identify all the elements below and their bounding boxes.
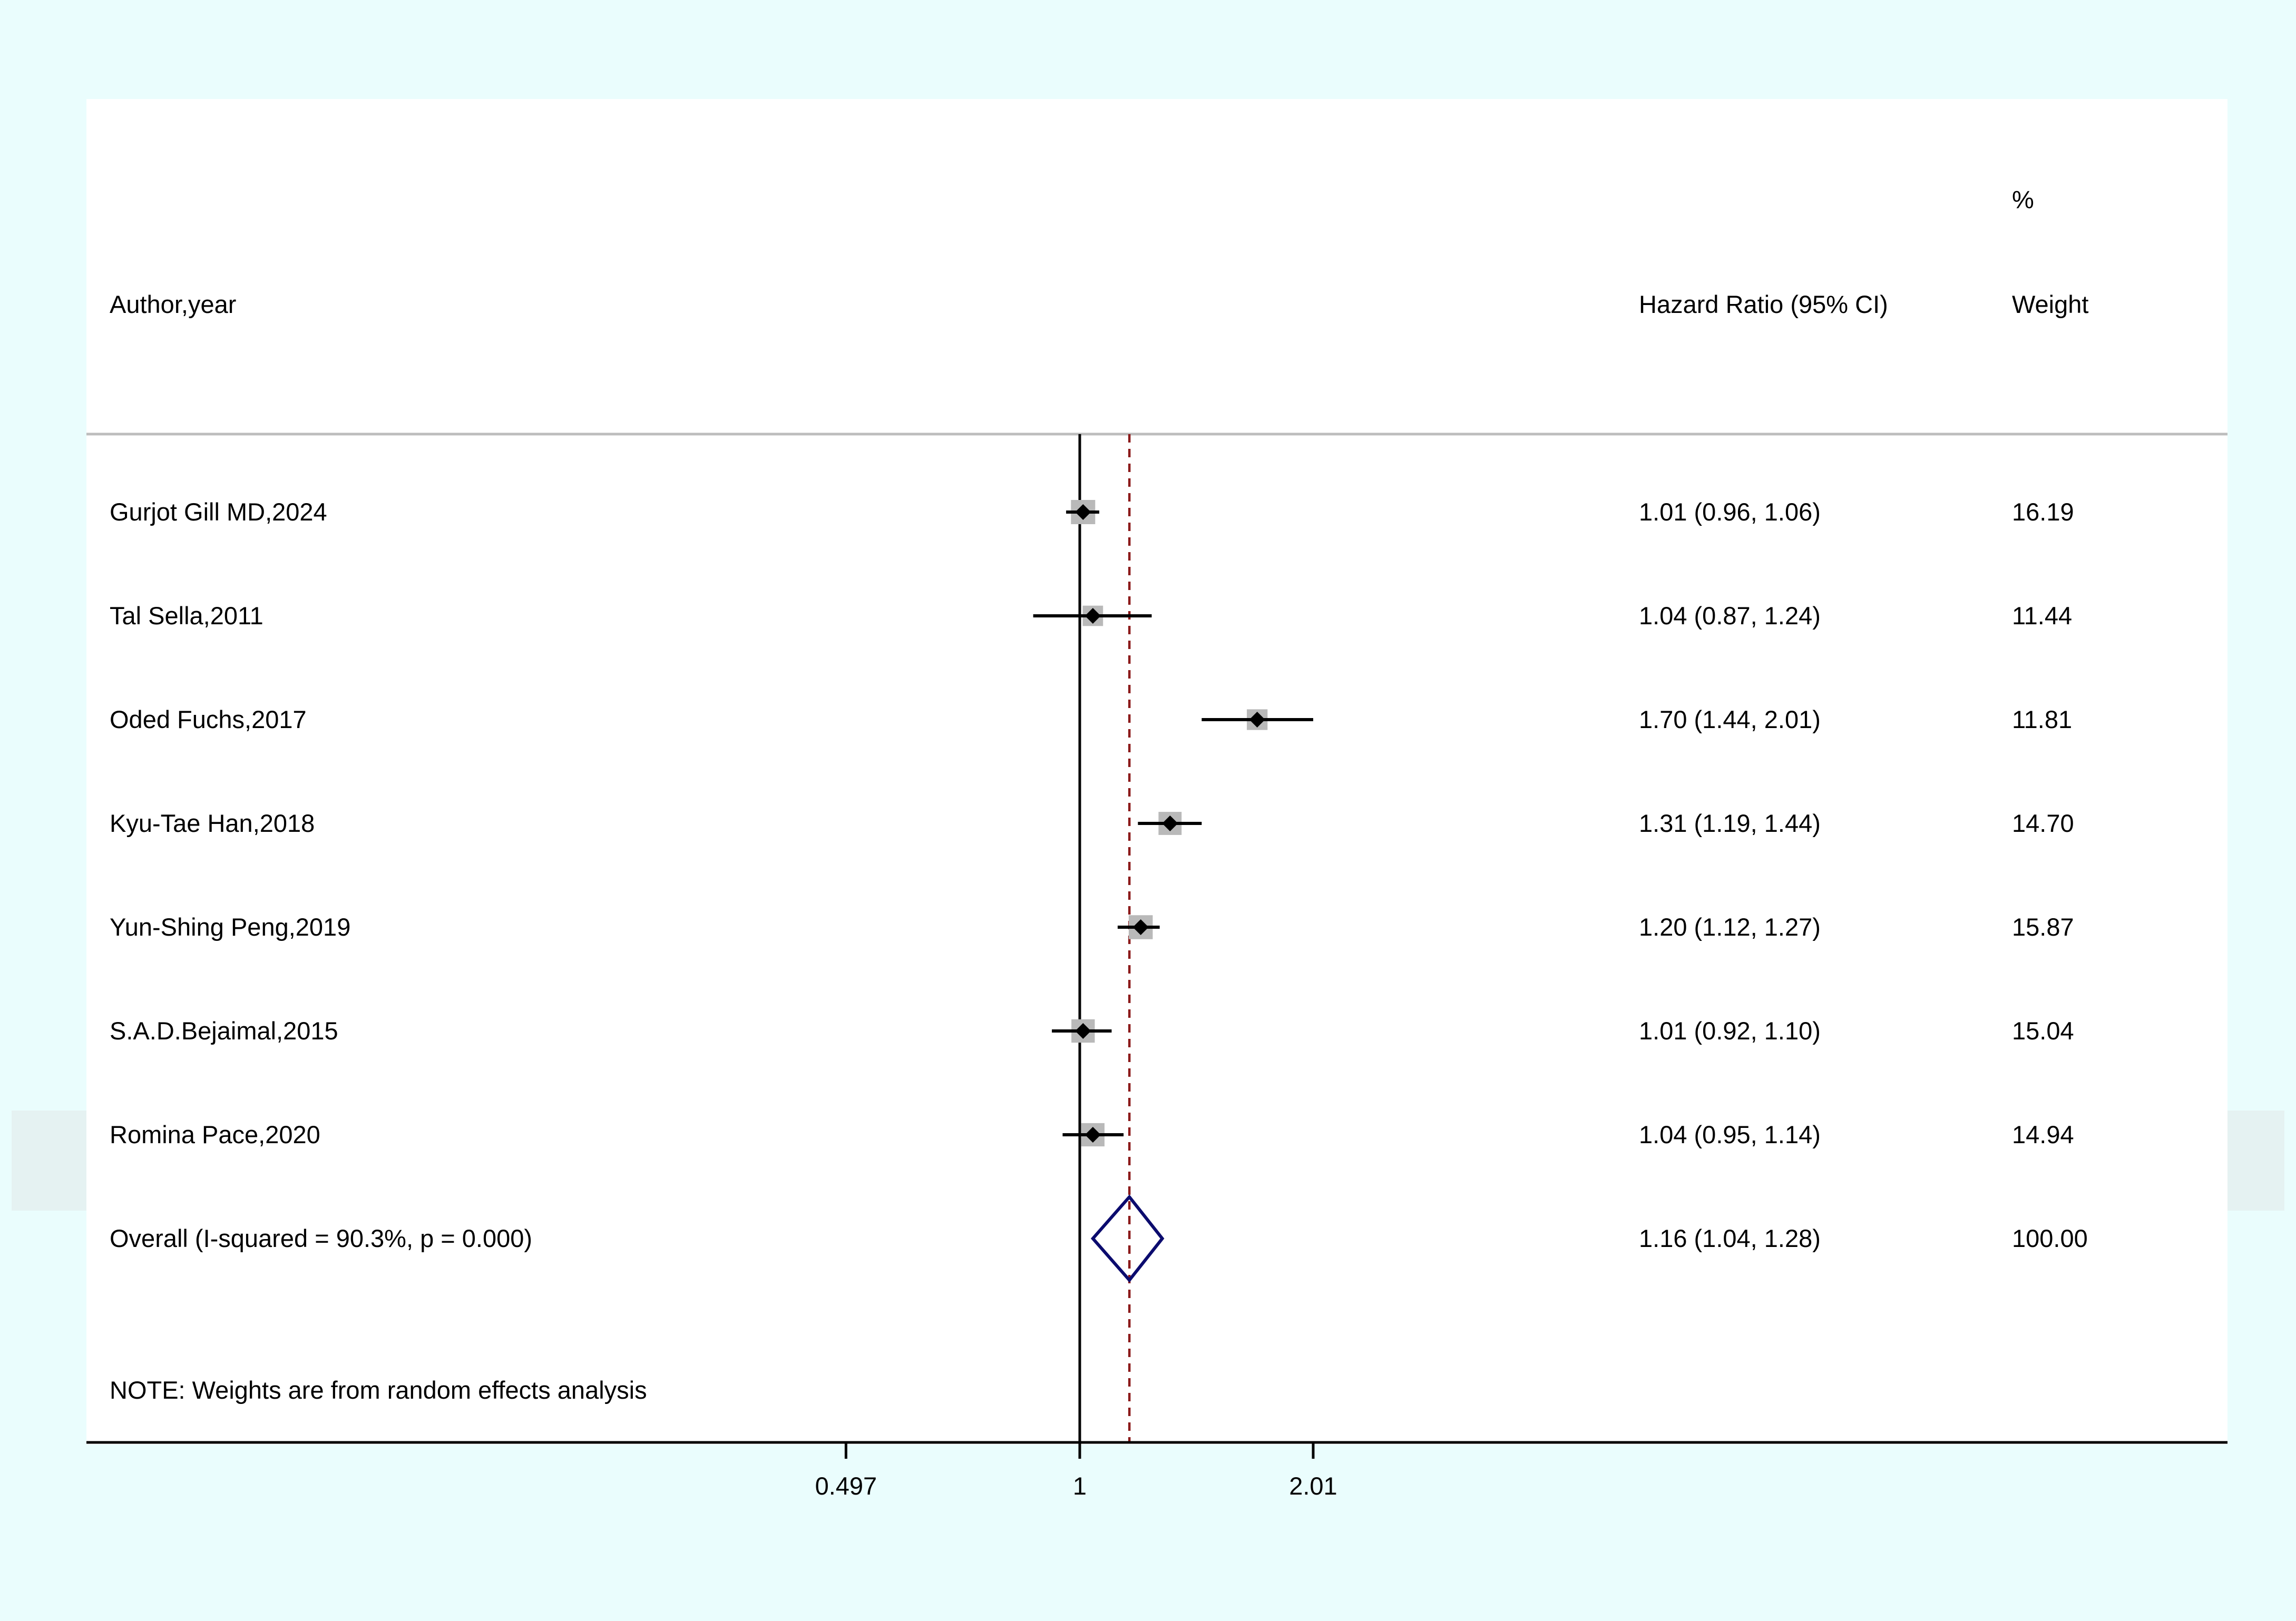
- point-estimate: [1085, 608, 1101, 624]
- overall-label: Overall (I-squared = 90.3%, p = 0.000): [110, 1224, 532, 1252]
- study-weight: 15.87: [2012, 913, 2074, 941]
- x-tick-label: 0.497: [815, 1472, 877, 1500]
- point-estimate: [1075, 1023, 1091, 1039]
- x-tick-label: 1: [1073, 1472, 1087, 1500]
- study-label: Romina Pace,2020: [110, 1121, 320, 1148]
- study-label: Oded Fuchs,2017: [110, 705, 307, 733]
- point-estimate: [1132, 919, 1149, 935]
- plot-panel: [86, 99, 2227, 1445]
- header-weight-percent: %: [2012, 185, 2034, 213]
- point-estimate: [1085, 1127, 1101, 1143]
- study-weight: 11.44: [2012, 602, 2072, 630]
- study-ci: 1.01 (0.96, 1.06): [1639, 498, 1821, 526]
- point-estimate: [1162, 816, 1178, 831]
- study-weight: 15.04: [2012, 1017, 2074, 1045]
- study-label: Yun-Shing Peng,2019: [110, 913, 350, 941]
- study-label: Tal Sella,2011: [110, 602, 263, 630]
- study-ci: 1.31 (1.19, 1.44): [1639, 809, 1821, 837]
- footnote: NOTE: Weights are from random effects an…: [110, 1376, 647, 1404]
- study-ci: 1.04 (0.95, 1.14): [1639, 1121, 1821, 1148]
- study-label: S.A.D.Bejaimal,2015: [110, 1017, 338, 1045]
- study-ci: 1.04 (0.87, 1.24): [1639, 602, 1821, 630]
- study-weight: 16.19: [2012, 498, 2074, 526]
- overall-weight: 100.00: [2012, 1224, 2088, 1252]
- point-estimate: [1249, 712, 1265, 728]
- study-ci: 1.01 (0.92, 1.10): [1639, 1017, 1821, 1045]
- header-effect: Hazard Ratio (95% CI): [1639, 290, 1888, 318]
- overall-diamond: [1090, 1194, 1165, 1283]
- study-weight: 14.70: [2012, 809, 2074, 837]
- header-weight: Weight: [2012, 290, 2088, 318]
- plot-marks: Gurjot Gill MD,2024 1.01 (0.96, 1.06) 16.1…: [86, 434, 2227, 1500]
- study-weight: 11.81: [2012, 705, 2072, 733]
- study-ci: 1.70 (1.44, 2.01): [1639, 705, 1821, 733]
- study-label: Kyu-Tae Han,2018: [110, 809, 315, 837]
- x-tick-label: 2.01: [1289, 1472, 1337, 1500]
- study-weight: 14.94: [2012, 1121, 2074, 1148]
- overall-ci: 1.16 (1.04, 1.28): [1639, 1224, 1821, 1252]
- point-estimate: [1075, 504, 1091, 520]
- study-label: Gurjot Gill MD,2024: [110, 498, 327, 526]
- study-ci: 1.20 (1.12, 1.27): [1639, 913, 1821, 941]
- header-study: Author,year: [110, 290, 236, 318]
